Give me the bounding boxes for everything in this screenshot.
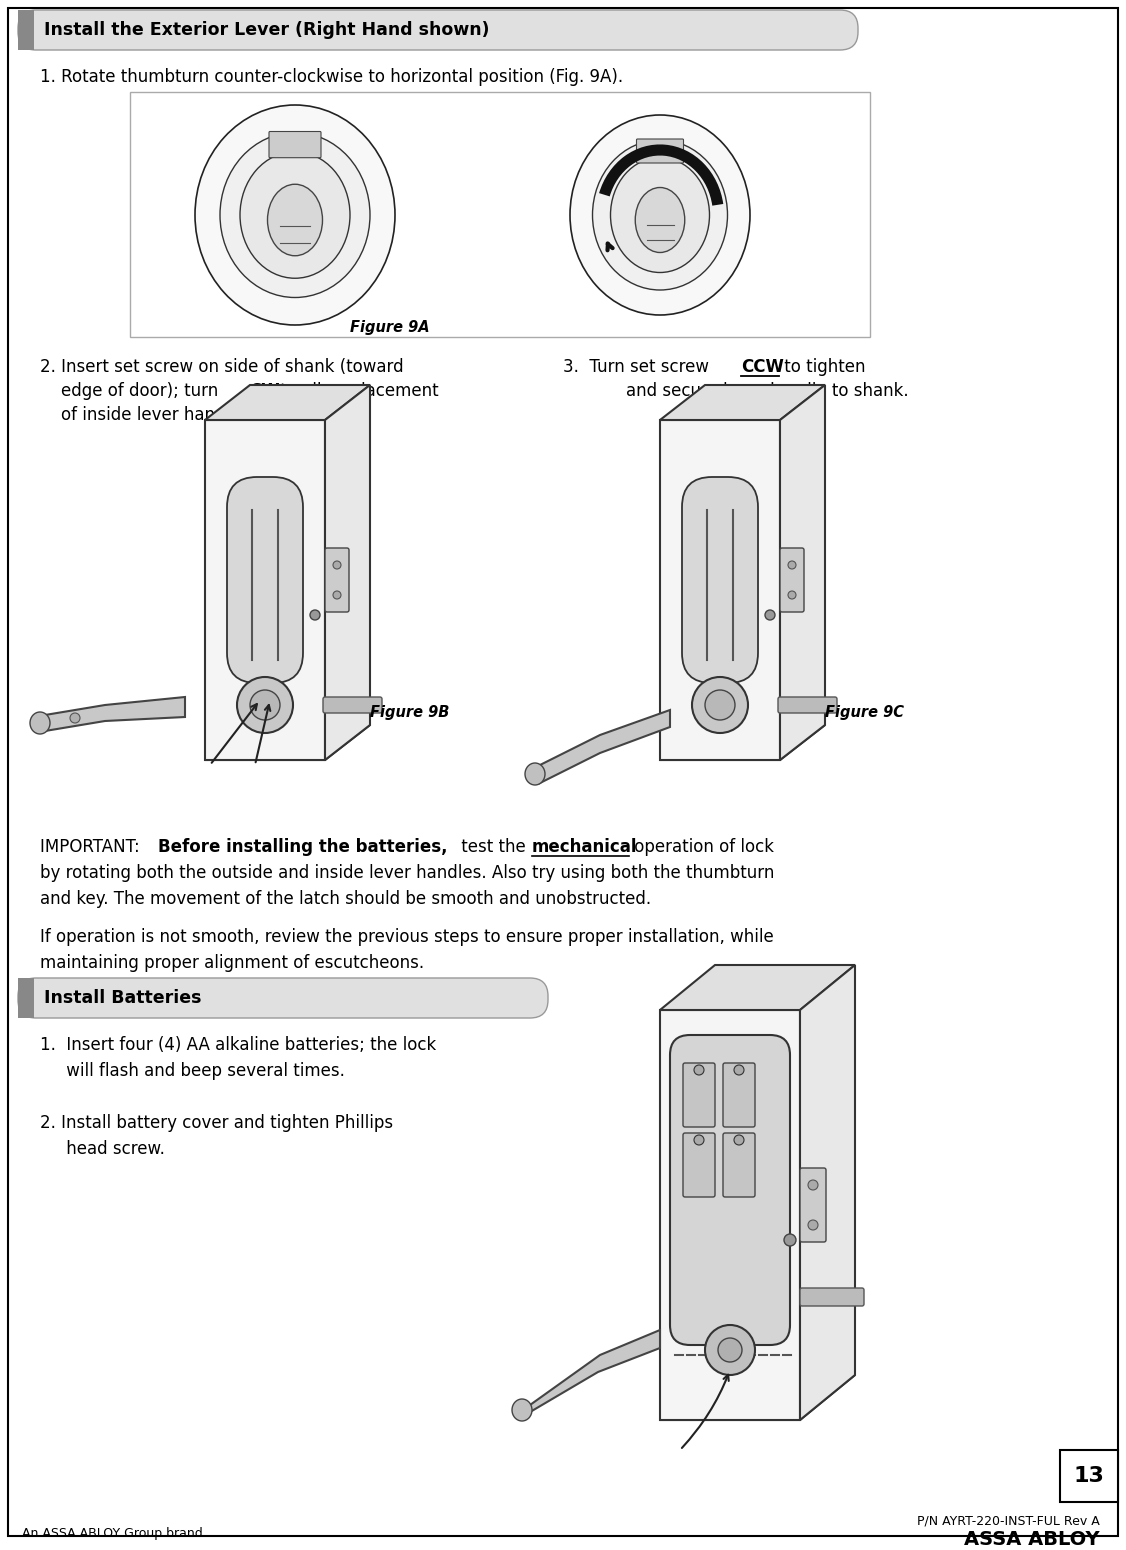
Text: edge of door); turn: edge of door); turn	[41, 381, 223, 400]
Text: Install the Exterior Lever (Right Hand shown): Install the Exterior Lever (Right Hand s…	[44, 22, 490, 39]
Text: and secure lever handle to shank.: and secure lever handle to shank.	[563, 381, 909, 400]
Ellipse shape	[220, 132, 370, 298]
Ellipse shape	[30, 711, 50, 735]
Circle shape	[788, 561, 796, 569]
Text: CW: CW	[249, 381, 279, 400]
FancyBboxPatch shape	[799, 1288, 864, 1307]
Ellipse shape	[635, 188, 685, 253]
FancyBboxPatch shape	[227, 477, 303, 684]
Text: CCW: CCW	[741, 358, 784, 377]
Text: 13: 13	[1073, 1466, 1105, 1486]
Ellipse shape	[268, 184, 322, 256]
FancyBboxPatch shape	[323, 698, 382, 713]
Ellipse shape	[610, 158, 709, 273]
Text: An ASSA ABLOY Group brand: An ASSA ABLOY Group brand	[23, 1527, 203, 1541]
Ellipse shape	[195, 105, 395, 326]
Circle shape	[808, 1220, 817, 1231]
Polygon shape	[205, 420, 325, 760]
Text: Figure 9A: Figure 9A	[350, 319, 430, 335]
FancyBboxPatch shape	[325, 549, 349, 612]
Polygon shape	[799, 966, 855, 1420]
Polygon shape	[325, 384, 370, 760]
Circle shape	[694, 1135, 704, 1145]
Circle shape	[70, 713, 80, 722]
Text: Install Batteries: Install Batteries	[44, 989, 202, 1008]
Polygon shape	[660, 1375, 855, 1420]
Circle shape	[310, 611, 320, 620]
Text: 2. Insert set screw on side of shank (toward: 2. Insert set screw on side of shank (to…	[41, 358, 403, 377]
Circle shape	[734, 1065, 744, 1076]
Circle shape	[333, 561, 341, 569]
Circle shape	[333, 591, 341, 598]
Circle shape	[705, 690, 735, 721]
Text: 3.  Turn set screw: 3. Turn set screw	[563, 358, 714, 377]
FancyBboxPatch shape	[18, 9, 858, 50]
Text: Figure 9B: Figure 9B	[370, 705, 449, 721]
Text: by rotating both the outside and inside lever handles. Also try using both the t: by rotating both the outside and inside …	[41, 863, 775, 882]
Text: ASSA ABLOY: ASSA ABLOY	[964, 1530, 1100, 1548]
Text: maintaining proper alignment of escutcheons.: maintaining proper alignment of escutche…	[41, 953, 425, 972]
Bar	[1060, 1449, 1118, 1502]
Bar	[18, 9, 34, 50]
Text: head screw.: head screw.	[41, 1139, 164, 1158]
Polygon shape	[660, 725, 825, 760]
Polygon shape	[660, 966, 855, 1011]
Ellipse shape	[512, 1400, 531, 1421]
Circle shape	[250, 690, 280, 721]
Circle shape	[236, 677, 293, 733]
Circle shape	[765, 611, 775, 620]
Text: P/N AYRT-220-INST-FUL Rev A: P/N AYRT-220-INST-FUL Rev A	[918, 1514, 1100, 1527]
FancyBboxPatch shape	[670, 1035, 790, 1345]
Text: 1. Rotate thumbturn counter-clockwise to horizontal position (Fig. 9A).: 1. Rotate thumbturn counter-clockwise to…	[41, 68, 623, 85]
FancyBboxPatch shape	[723, 1063, 756, 1127]
FancyBboxPatch shape	[682, 477, 758, 684]
FancyBboxPatch shape	[683, 1133, 715, 1197]
Text: operation of lock: operation of lock	[629, 839, 774, 856]
Text: mechanical: mechanical	[531, 839, 637, 856]
Circle shape	[808, 1180, 817, 1190]
Text: will flash and beep several times.: will flash and beep several times.	[41, 1062, 350, 1080]
Text: test the: test the	[456, 839, 531, 856]
Circle shape	[705, 1325, 756, 1375]
Polygon shape	[525, 1330, 660, 1415]
Text: and key. The movement of the latch should be smooth and unobstructed.: and key. The movement of the latch shoul…	[41, 890, 651, 908]
Ellipse shape	[570, 115, 750, 315]
FancyBboxPatch shape	[683, 1063, 715, 1127]
Text: Figure 9C: Figure 9C	[825, 705, 904, 721]
FancyBboxPatch shape	[269, 132, 321, 158]
Circle shape	[788, 591, 796, 598]
Text: IMPORTANT:: IMPORTANT:	[41, 839, 150, 856]
Polygon shape	[205, 384, 370, 420]
Polygon shape	[780, 384, 825, 760]
Bar	[129, 91, 870, 336]
Ellipse shape	[240, 152, 350, 279]
Circle shape	[784, 1234, 796, 1246]
Polygon shape	[45, 698, 185, 732]
FancyBboxPatch shape	[778, 698, 837, 713]
Text: 2. Install battery cover and tighten Phillips: 2. Install battery cover and tighten Phi…	[41, 1114, 393, 1132]
FancyBboxPatch shape	[799, 1169, 826, 1242]
Circle shape	[718, 1338, 742, 1362]
Polygon shape	[660, 420, 780, 760]
FancyBboxPatch shape	[780, 549, 804, 612]
Ellipse shape	[592, 140, 727, 290]
FancyBboxPatch shape	[723, 1133, 756, 1197]
Polygon shape	[660, 1011, 799, 1420]
Circle shape	[694, 1065, 704, 1076]
Circle shape	[692, 677, 748, 733]
Text: 1.  Insert four (4) AA alkaline batteries; the lock: 1. Insert four (4) AA alkaline batteries…	[41, 1035, 436, 1054]
Bar	[18, 978, 34, 1018]
Polygon shape	[660, 384, 825, 420]
Text: to allow placement: to allow placement	[275, 381, 439, 400]
Text: to tighten: to tighten	[779, 358, 866, 377]
Polygon shape	[205, 725, 370, 760]
Text: of inside lever handle over shank.: of inside lever handle over shank.	[41, 406, 343, 425]
Circle shape	[734, 1135, 744, 1145]
Text: If operation is not smooth, review the previous steps to ensure proper installat: If operation is not smooth, review the p…	[41, 928, 774, 946]
Polygon shape	[540, 710, 670, 783]
FancyBboxPatch shape	[18, 978, 548, 1018]
FancyBboxPatch shape	[636, 140, 683, 163]
Text: Before installing the batteries,: Before installing the batteries,	[158, 839, 447, 856]
Ellipse shape	[525, 763, 545, 784]
